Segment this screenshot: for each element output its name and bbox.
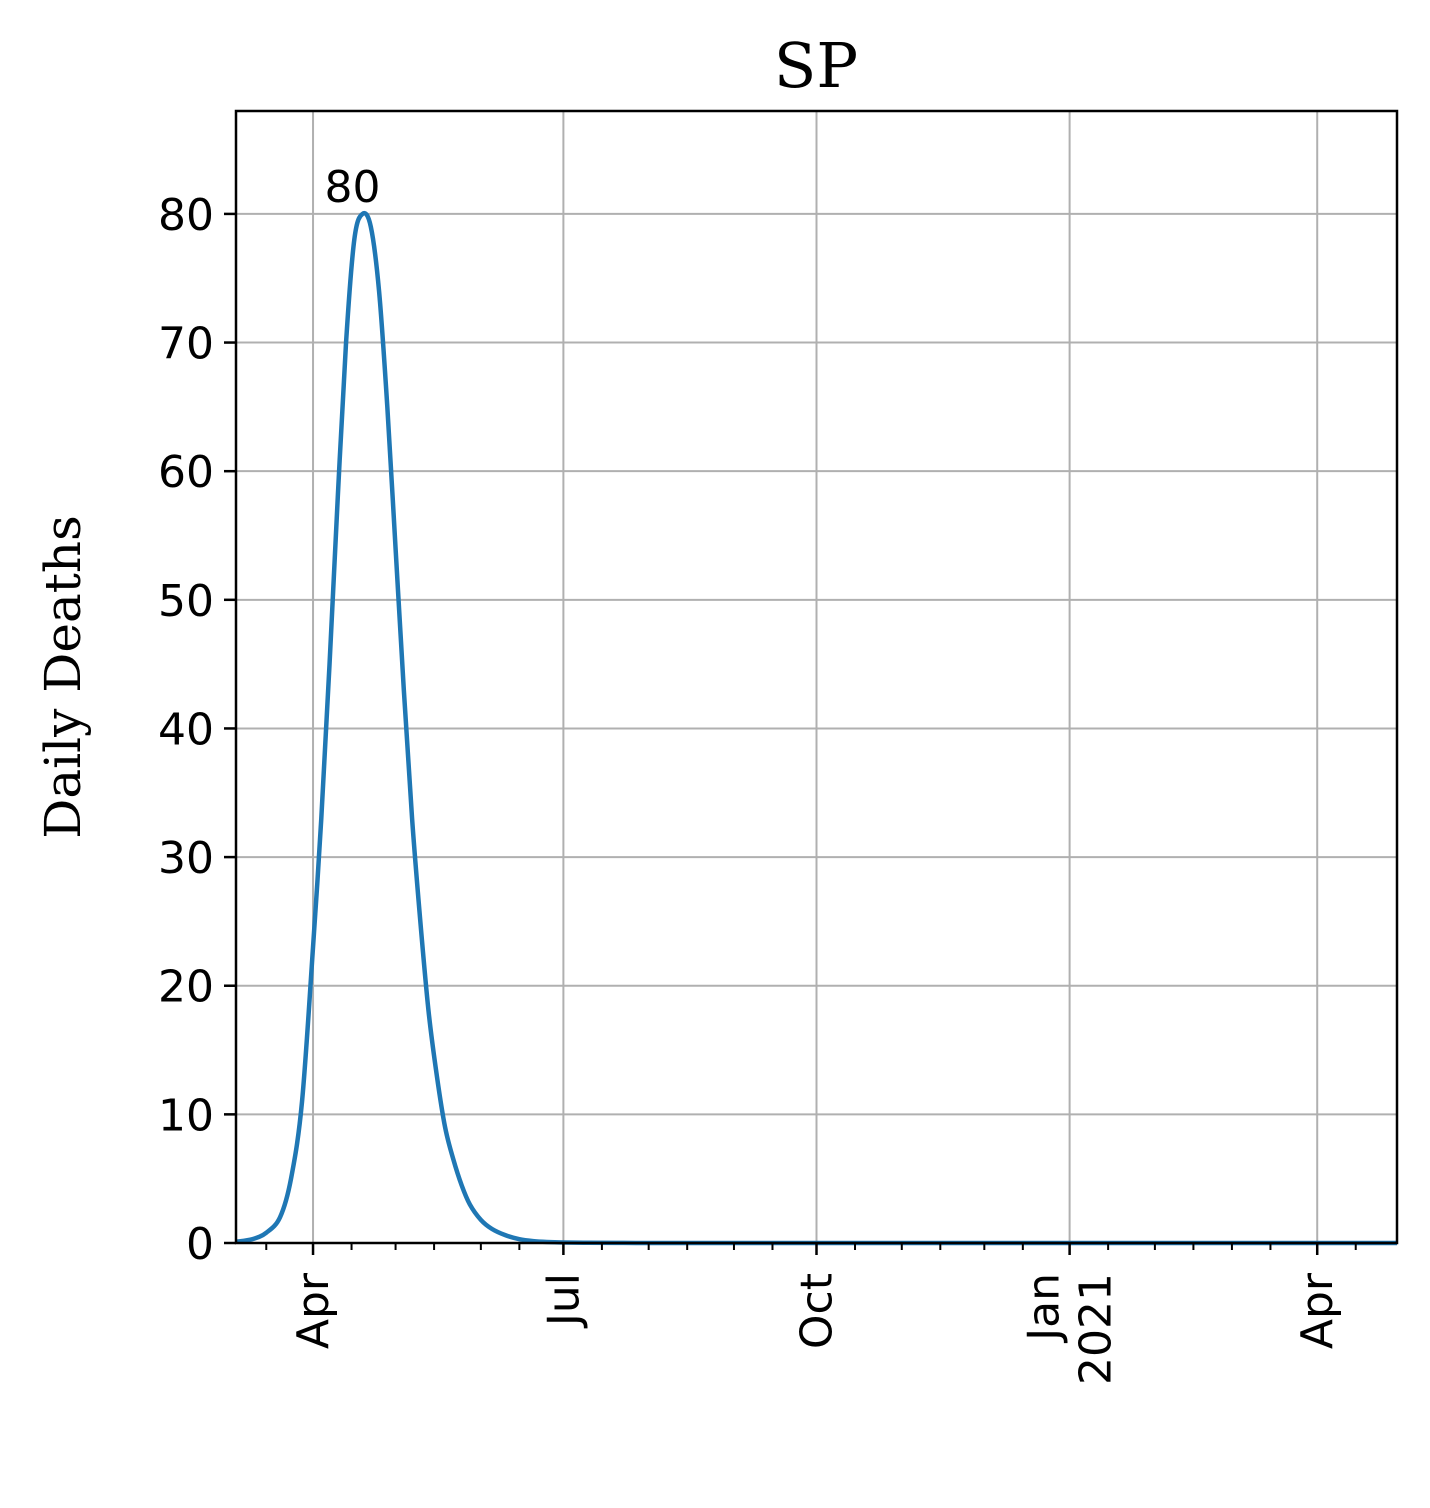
y-tick-label: 70 [158, 319, 214, 370]
y-tick-label: 60 [158, 447, 214, 498]
peak-annotation: 80 [325, 162, 381, 213]
y-tick-label: 30 [158, 833, 214, 884]
y-tick-label: 10 [158, 1090, 214, 1141]
x-tick-label: Oct [792, 1273, 843, 1349]
y-axis-label: Daily Deaths [34, 515, 92, 838]
grid [236, 111, 1397, 1244]
chart-title: SP [774, 29, 858, 102]
annotations: 80 [325, 162, 381, 213]
x-tick-label: Apr [1292, 1272, 1343, 1349]
x-tick-label: Apr [288, 1272, 339, 1349]
y-tick-label: 40 [158, 704, 214, 755]
y-tick-label: 20 [158, 962, 214, 1013]
x-tick-label: Jul [538, 1273, 589, 1329]
x-tick-labels: Apr Jul Oct Jan2021 Apr [288, 1272, 1343, 1385]
y-tick-label: 80 [158, 190, 214, 241]
x-tick-label: Jan2021 [1019, 1273, 1122, 1385]
y-tick-labels: 0 10 20 30 40 50 60 70 80 [158, 190, 214, 1270]
y-tick-label: 0 [186, 1219, 214, 1270]
axis-ticks [224, 212, 1357, 1255]
y-tick-label: 50 [158, 576, 214, 627]
